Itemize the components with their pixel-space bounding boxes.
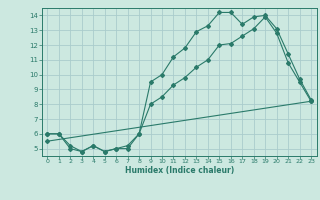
X-axis label: Humidex (Indice chaleur): Humidex (Indice chaleur) [124, 166, 234, 175]
